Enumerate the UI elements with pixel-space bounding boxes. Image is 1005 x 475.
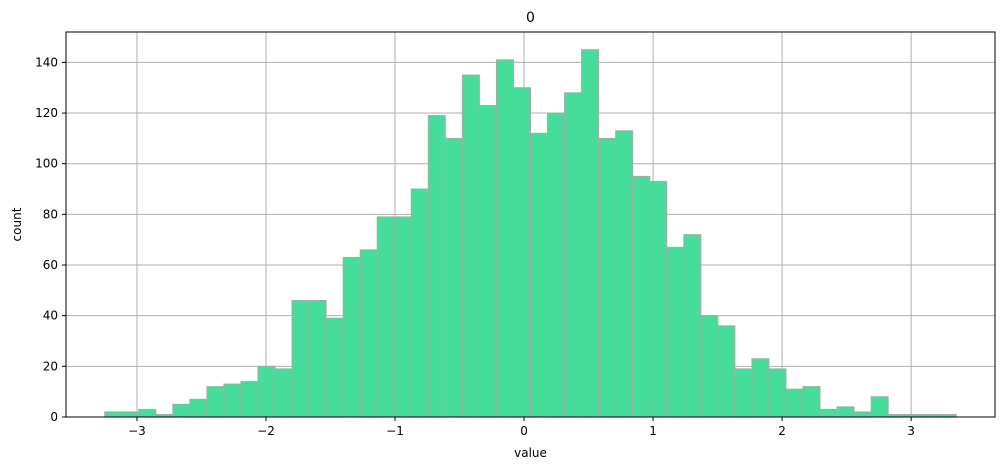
histogram-bar	[547, 112, 566, 418]
histogram-bar	[495, 59, 514, 418]
histogram-bar	[104, 411, 123, 418]
histogram-bar	[223, 383, 242, 418]
histogram-bar	[308, 299, 327, 418]
histogram-bar	[206, 386, 225, 418]
histogram-bar	[240, 381, 259, 418]
x-tick-label: 3	[907, 424, 915, 438]
histogram-bar	[836, 406, 855, 418]
histogram-bar	[734, 368, 753, 418]
histogram-bar	[512, 87, 531, 418]
y-tick-label: 0	[50, 410, 58, 424]
histogram-bar	[615, 130, 634, 418]
histogram-bar	[819, 408, 838, 418]
histogram-bar	[717, 325, 736, 418]
histogram-bar	[189, 398, 208, 418]
y-tick-label: 80	[43, 207, 58, 221]
histogram-bar	[274, 368, 293, 418]
bars	[104, 49, 957, 418]
y-tick-label: 60	[43, 258, 58, 272]
x-tick-label: 1	[649, 424, 657, 438]
y-axis-ticks: 0 20 40 60 80 100 120 140	[35, 55, 66, 424]
axes-frame	[65, 31, 996, 418]
x-tick-label: −1	[386, 424, 404, 438]
histogram-bar	[376, 216, 395, 418]
histogram-bar	[359, 249, 378, 418]
histogram-bar	[632, 175, 651, 418]
histogram-bar	[870, 396, 889, 418]
histogram-bar	[461, 74, 480, 418]
histogram-bar	[683, 234, 702, 418]
histogram-bar	[444, 137, 463, 418]
histogram-bar	[410, 188, 429, 418]
histogram-bar	[768, 368, 787, 418]
histogram-bar	[427, 115, 446, 418]
y-tick-label: 120	[35, 106, 58, 120]
histogram-bar	[121, 411, 140, 418]
x-axis-ticks: −3 −2 −1 0 1 2 3	[128, 417, 915, 438]
histogram-bar	[666, 246, 685, 418]
y-tick-label: 100	[35, 157, 58, 171]
histogram-bar	[700, 315, 719, 418]
x-tick-label: 0	[520, 424, 528, 438]
histogram-bar	[649, 180, 668, 418]
histogram-bar	[325, 317, 344, 418]
histogram-bar	[291, 299, 310, 418]
histogram-bar	[257, 365, 276, 418]
histogram-bar	[478, 104, 497, 418]
histogram-bar	[393, 216, 412, 418]
x-tick-label: −2	[257, 424, 275, 438]
x-tick-label: 2	[778, 424, 786, 438]
histogram-bar	[802, 386, 821, 418]
histogram-bar	[564, 92, 583, 418]
y-tick-label: 20	[43, 359, 58, 373]
histogram-bar	[751, 358, 770, 418]
histogram-bar	[172, 403, 191, 418]
histogram-bar	[530, 132, 549, 418]
histogram-bar	[785, 388, 804, 418]
histogram-bar	[581, 49, 600, 418]
y-tick-label: 140	[35, 55, 58, 69]
histogram-bar	[598, 137, 617, 418]
histogram-bar	[138, 408, 157, 418]
chart-title: 0	[526, 10, 535, 26]
x-tick-label: −3	[128, 424, 146, 438]
y-tick-label: 40	[43, 309, 58, 323]
x-axis-label: value	[514, 446, 547, 460]
y-axis-label: count	[10, 207, 24, 241]
histogram-bar	[853, 411, 872, 418]
histogram-bar	[342, 256, 361, 418]
